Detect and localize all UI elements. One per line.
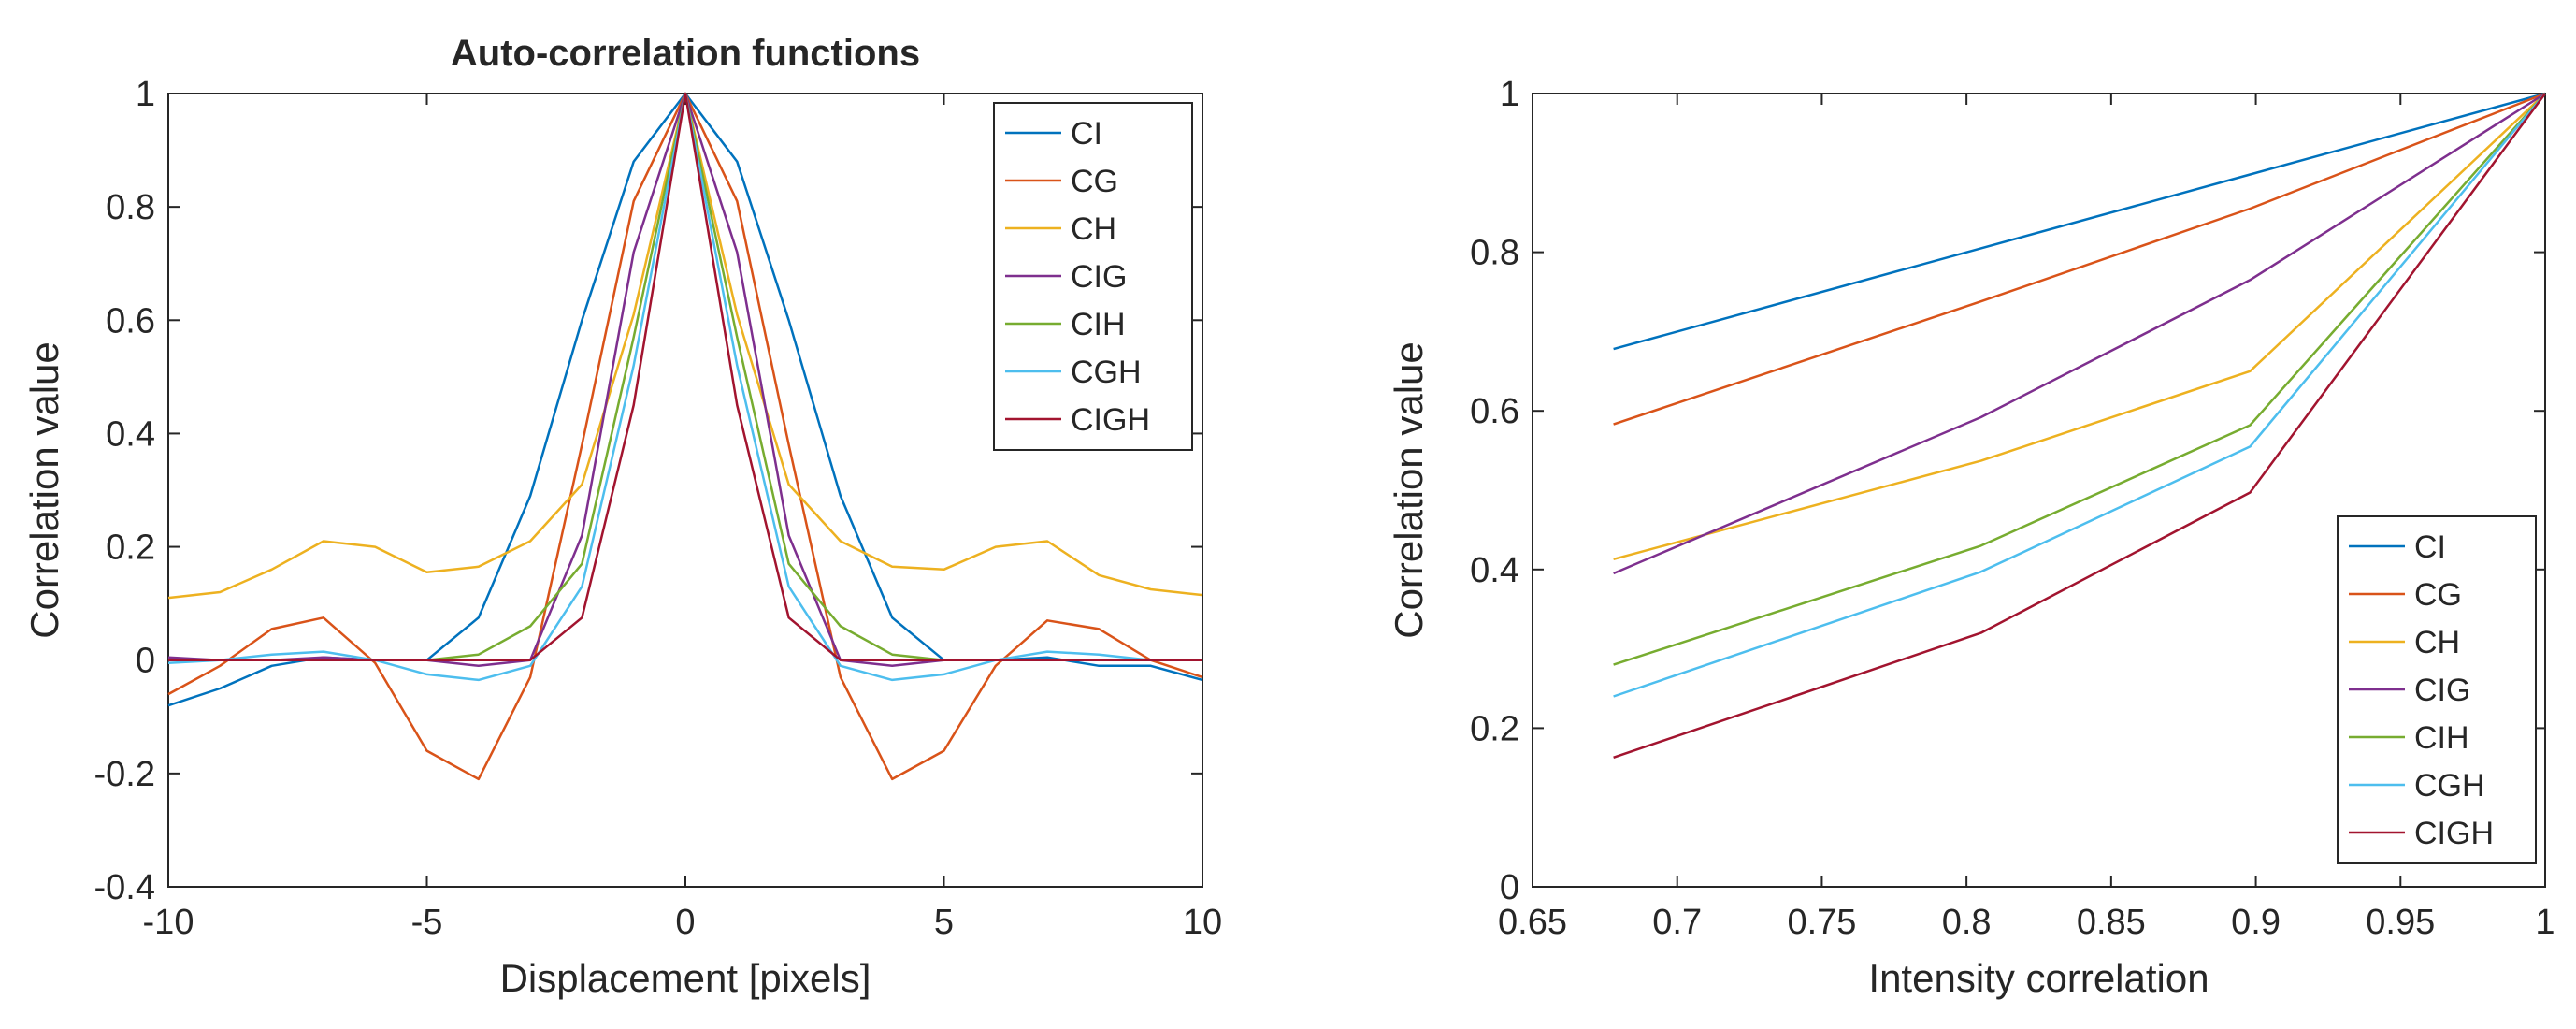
x-tick-label: 5 <box>934 903 954 942</box>
legend-label-cih: CIH <box>1071 307 1126 342</box>
legend-label-cg: CG <box>1071 164 1118 199</box>
chart-title: Auto-correlation functions <box>451 33 920 74</box>
chart-2: 0.65 0.7 0.75 0.8 0.85 0.9 0.95 1 0 0.2 0.4 0.6 0.8 1… <box>1387 75 2555 1000</box>
x-tick-label: 0.65 <box>1498 903 1567 942</box>
y-tick-label: -0.4 <box>94 868 155 907</box>
legend: CI CG CH CIG CIH CGH CIGH <box>993 102 1193 451</box>
y-tick-label: 0.4 <box>106 414 155 454</box>
x-tick-label: 0.85 <box>2077 903 2146 942</box>
legend-label-cig: CIG <box>2414 673 2470 708</box>
series-line-cg <box>1613 92 2546 426</box>
y-tick-label: 0 <box>1500 868 1519 907</box>
legend-label-cgh: CGH <box>1071 355 1142 390</box>
legend-label-cigh: CIGH <box>1071 402 1150 438</box>
y-axis-label: Correlation value <box>1387 341 1431 639</box>
series-line-cig <box>1613 92 2546 575</box>
x-tick-label: 0.9 <box>2231 903 2281 942</box>
legend-label-cih: CIH <box>2414 720 2469 756</box>
y-tick-label: 0.2 <box>106 529 155 568</box>
x-tick-label: 0.75 <box>1787 903 1856 942</box>
legend-label-ch: CH <box>2414 625 2460 660</box>
y-tick-label: 0.6 <box>106 301 155 341</box>
x-tick-label: 1 <box>2535 903 2554 942</box>
series-line-ci <box>1613 92 2546 351</box>
x-tick-label: -5 <box>411 903 443 942</box>
series-line-cih <box>1613 93 2546 666</box>
legend-label-cigh: CIGH <box>2414 816 2494 851</box>
x-tick-label: 10 <box>1183 903 1222 942</box>
y-tick-label: 0.4 <box>1470 551 1519 590</box>
series-line-cgh <box>1613 93 2546 698</box>
chart-1: -10 -5 0 5 10 -0.4 -0.2 0 0.2 0.4 0.6 0.8 1 Displacem… <box>22 33 1222 1000</box>
x-axis-label: Displacement [pixels] <box>500 956 871 1000</box>
y-tick-label: 1 <box>136 75 155 114</box>
series-line-cigh <box>168 92 1202 661</box>
series-line-cigh <box>1613 93 2547 759</box>
y-tick-label: 0.8 <box>1470 234 1519 273</box>
x-tick-label: 0.95 <box>2366 903 2435 942</box>
x-axis-label: Intensity correlation <box>1868 956 2209 1000</box>
y-tick-label: 0 <box>136 642 155 681</box>
legend-label-cg: CG <box>2414 577 2462 613</box>
y-tick-label: -0.2 <box>94 755 155 794</box>
legend-label-cig: CIG <box>1071 259 1127 295</box>
legend-label-ch: CH <box>1071 211 1116 247</box>
legend: CI CG CH CIG CIH CGH CIGH <box>2337 515 2537 864</box>
x-tick-label: 0.8 <box>1942 903 1992 942</box>
y-axis-label: Correlation value <box>22 341 66 639</box>
x-tick-label: 0.7 <box>1652 903 1702 942</box>
legend-label-ci: CI <box>2414 529 2446 565</box>
y-tick-label: 0.6 <box>1470 392 1519 431</box>
x-tick-label: -10 <box>143 903 194 942</box>
legend-label-cgh: CGH <box>2414 768 2485 804</box>
series-line-ch <box>1613 93 2546 561</box>
y-tick-label: 0.8 <box>106 188 155 227</box>
y-tick-label: 1 <box>1500 75 1519 114</box>
legend-label-ci: CI <box>1071 116 1102 152</box>
y-tick-label: 0.2 <box>1470 709 1519 748</box>
x-tick-label: 0 <box>675 903 695 942</box>
